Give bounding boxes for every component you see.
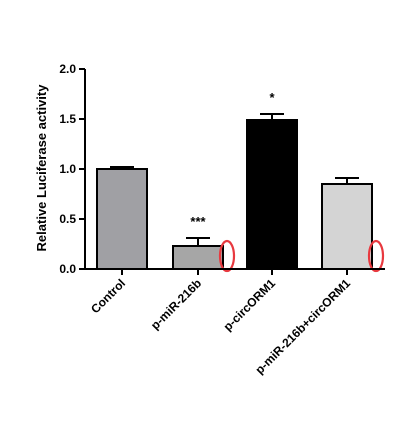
highlight-ellipse xyxy=(367,239,385,273)
x-tick-label: p-circORM1 xyxy=(221,276,279,334)
significance-label: *** xyxy=(190,214,206,229)
x-tick-label: p-miR-216b xyxy=(148,276,204,332)
y-tick-label: 2.0 xyxy=(59,62,76,76)
bar xyxy=(321,183,373,270)
bar xyxy=(172,245,224,270)
highlight-ellipse xyxy=(218,239,236,273)
bars-group: **** xyxy=(96,90,385,273)
y-tick-label: 0.0 xyxy=(59,262,76,276)
y-tick-label: 0.5 xyxy=(59,212,76,226)
y-tick-label: 1.0 xyxy=(59,162,76,176)
y-axis-title: Relative Luciferase activity xyxy=(34,84,49,252)
bar xyxy=(96,168,148,270)
x-tick-label: Control xyxy=(88,276,128,316)
significance-label: * xyxy=(269,90,275,105)
y-tick-label: 1.5 xyxy=(59,112,76,126)
x-axis: Control p-miR-216b p-circORM1p-miR-216b+ci… xyxy=(84,268,385,377)
bar xyxy=(246,119,298,270)
y-axis: 0.0 0.5 1.0 1.5 2.0 xyxy=(59,62,86,276)
